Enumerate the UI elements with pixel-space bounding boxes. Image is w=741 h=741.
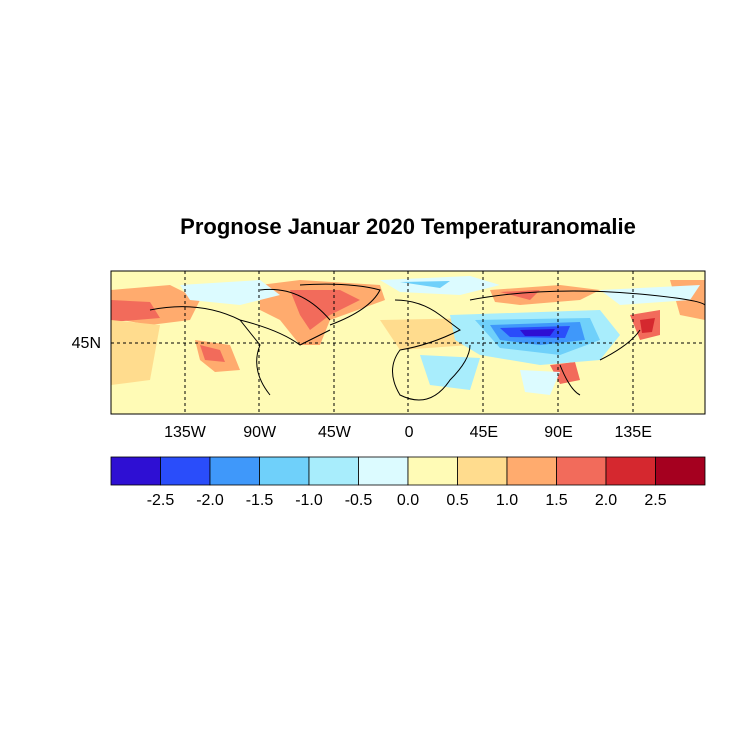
colorbar-swatch xyxy=(308,456,359,486)
map-title: Prognose Januar 2020 Temperaturanomalie xyxy=(180,214,636,239)
colorbar-swatch xyxy=(605,456,656,486)
colorbar-swatch xyxy=(259,456,310,486)
colorbar-swatch xyxy=(556,456,607,486)
colorbar-label: 1.5 xyxy=(545,492,567,509)
colorbar-label: -1.5 xyxy=(246,492,274,509)
colorbar-label: 1.0 xyxy=(496,492,518,509)
colorbar-label: -2.5 xyxy=(147,492,175,509)
colorbar-swatch xyxy=(655,456,706,486)
colorbar-swatch xyxy=(160,456,211,486)
lon-label: 0 xyxy=(405,424,414,441)
lon-label: 45W xyxy=(318,424,352,441)
lon-label: 45E xyxy=(470,424,498,441)
colorbar-label: 2.5 xyxy=(644,492,666,509)
colorbar-label: -0.5 xyxy=(345,492,373,509)
lon-label: 90W xyxy=(243,424,277,441)
colorbar-swatch xyxy=(407,456,458,486)
colorbar-label: -2.0 xyxy=(196,492,224,509)
colorbar-swatch xyxy=(506,456,557,486)
colorbar-label: -1.0 xyxy=(295,492,323,509)
graticule xyxy=(111,271,705,414)
colorbar-swatch xyxy=(457,456,508,486)
lon-label: 135E xyxy=(615,424,652,441)
colorbar-label: 2.0 xyxy=(595,492,617,509)
lon-label: 135W xyxy=(164,424,207,441)
colorbar-swatch xyxy=(110,456,161,486)
lat-label: 45N xyxy=(72,335,101,352)
lon-label: 90E xyxy=(544,424,572,441)
colorbar-swatch xyxy=(358,456,409,486)
colorbar-label: 0.5 xyxy=(446,492,468,509)
colorbar-label: 0.0 xyxy=(397,492,419,509)
colorbar-swatch xyxy=(209,456,260,486)
